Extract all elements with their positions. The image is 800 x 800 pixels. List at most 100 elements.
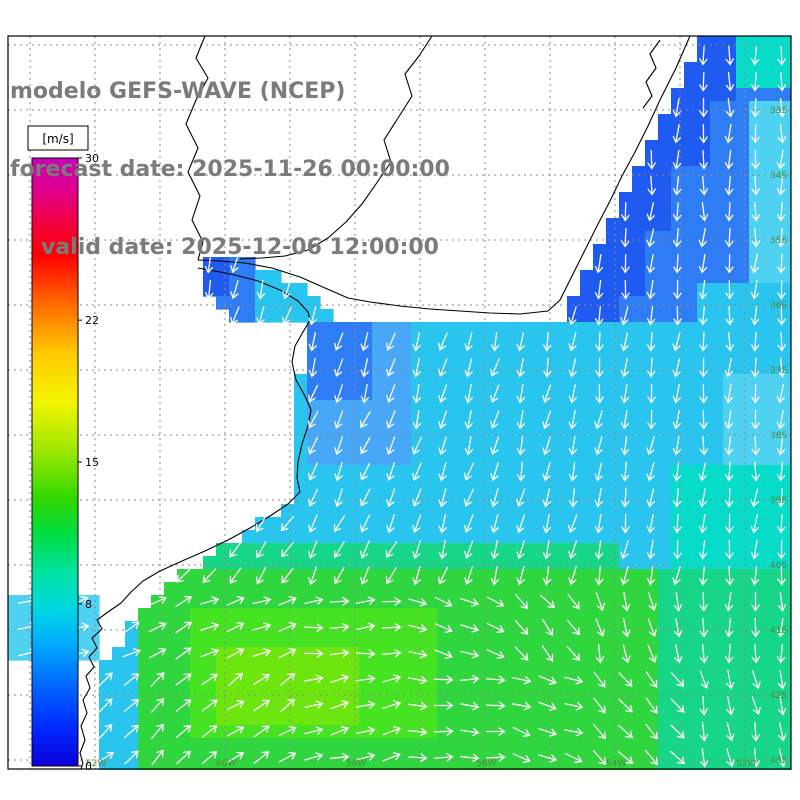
direction-arrow-icon (204, 253, 214, 274)
direction-arrow-icon (698, 305, 708, 326)
direction-arrow-icon (360, 566, 370, 585)
direction-arrow-icon (620, 461, 630, 482)
direction-arrow-icon (433, 727, 454, 736)
direction-arrow-icon (724, 149, 734, 170)
direction-arrow-icon (356, 752, 376, 761)
direction-arrow-icon (175, 724, 192, 738)
direction-arrow-icon (460, 624, 480, 633)
direction-arrow-icon (226, 622, 245, 633)
direction-arrow-icon (490, 462, 499, 482)
direction-arrow-icon (490, 384, 500, 403)
direction-arrow-icon (148, 596, 167, 606)
direction-arrow-icon (412, 409, 422, 430)
direction-arrow-icon (778, 722, 787, 742)
direction-arrow-icon (412, 540, 421, 560)
direction-arrow-icon (670, 724, 685, 739)
direction-arrow-icon (646, 436, 655, 456)
direction-arrow-icon (620, 358, 629, 378)
direction-arrow-icon (407, 753, 428, 762)
direction-arrow-icon (329, 648, 350, 658)
direction-arrow-icon (672, 227, 682, 248)
direction-arrow-icon (593, 697, 606, 714)
direction-arrow-icon (381, 648, 402, 658)
lat-label: 33S (770, 106, 787, 116)
direction-arrow-icon (699, 695, 708, 716)
direction-arrow-icon (516, 358, 525, 378)
direction-arrow-icon (281, 567, 294, 584)
direction-arrow-icon (412, 462, 422, 481)
direction-arrow-icon (226, 700, 245, 711)
direction-arrow-icon (777, 279, 786, 300)
direction-arrow-icon (386, 384, 396, 404)
direction-arrow-icon (594, 279, 604, 300)
direction-arrow-icon (516, 566, 525, 586)
direction-arrow-icon (777, 331, 786, 352)
direction-arrow-icon (777, 45, 786, 66)
direction-arrow-icon (595, 592, 605, 612)
direction-arrow-icon (308, 384, 319, 403)
direction-arrow-icon (256, 306, 265, 326)
direction-arrow-icon (725, 487, 734, 508)
direction-arrow-icon (725, 565, 734, 586)
direction-arrow-icon (408, 624, 428, 633)
direction-arrow-icon (725, 45, 734, 66)
direction-arrow-icon (514, 620, 529, 636)
colorbar-tick-label: 8 (85, 598, 92, 611)
direction-arrow-icon (566, 646, 581, 662)
direction-arrow-icon (725, 201, 734, 222)
direction-arrow-icon (124, 750, 139, 765)
direction-arrow-icon (490, 488, 499, 508)
direction-arrow-icon (647, 644, 657, 663)
direction-arrow-icon (725, 279, 734, 300)
direction-arrow-icon (438, 436, 447, 456)
direction-arrow-icon (622, 644, 631, 664)
direction-arrow-icon (777, 71, 786, 92)
direction-arrow-icon (386, 436, 396, 456)
direction-arrow-icon (227, 751, 245, 763)
direction-arrow-icon (750, 565, 760, 586)
wind-direction-arrows (17, 45, 787, 768)
direction-arrow-icon (230, 254, 239, 274)
direction-arrow-icon (618, 724, 634, 739)
direction-arrow-icon (538, 754, 558, 763)
direction-arrow-icon (485, 727, 506, 736)
direction-arrow-icon (725, 97, 735, 118)
direction-arrow-icon (334, 358, 344, 378)
direction-arrow-icon (464, 488, 474, 507)
direction-arrow-icon (175, 647, 192, 660)
direction-arrow-icon (280, 516, 295, 532)
direction-arrow-icon (699, 331, 708, 352)
direction-arrow-icon (151, 749, 164, 766)
direction-arrow-icon (725, 253, 734, 274)
direction-arrow-icon (438, 410, 448, 430)
direction-arrow-icon (333, 541, 345, 559)
direction-arrow-icon (750, 331, 760, 352)
direction-arrow-icon (620, 409, 630, 430)
lat-label: 36S (770, 301, 787, 311)
direction-arrow-icon (646, 305, 656, 326)
direction-arrow-icon (568, 487, 578, 508)
direction-arrow-icon (750, 279, 760, 300)
direction-arrow-icon (592, 750, 607, 766)
direction-arrow-icon (672, 487, 682, 508)
direction-arrow-icon (672, 435, 682, 456)
direction-arrow-icon (486, 596, 505, 608)
direction-arrow-icon (541, 645, 554, 662)
direction-arrow-icon (516, 461, 526, 482)
direction-arrow-icon (486, 649, 505, 659)
direction-arrow-icon (724, 383, 734, 404)
direction-arrow-icon (460, 650, 480, 659)
direction-arrow-icon (280, 698, 296, 713)
direction-arrow-icon (229, 541, 242, 558)
direction-arrow-icon (464, 540, 474, 560)
direction-arrow-icon (777, 591, 787, 612)
direction-arrow-icon (304, 752, 324, 761)
direction-arrow-icon (647, 383, 656, 404)
direction-arrow-icon (699, 409, 708, 430)
valid-date-line: valid date: 2025-12-06 12:00:00 (41, 235, 439, 260)
direction-arrow-icon (776, 175, 786, 196)
direction-arrow-icon (568, 332, 577, 352)
direction-arrow-icon (464, 462, 474, 481)
direction-arrow-icon (568, 435, 578, 456)
direction-arrow-icon (407, 727, 428, 737)
